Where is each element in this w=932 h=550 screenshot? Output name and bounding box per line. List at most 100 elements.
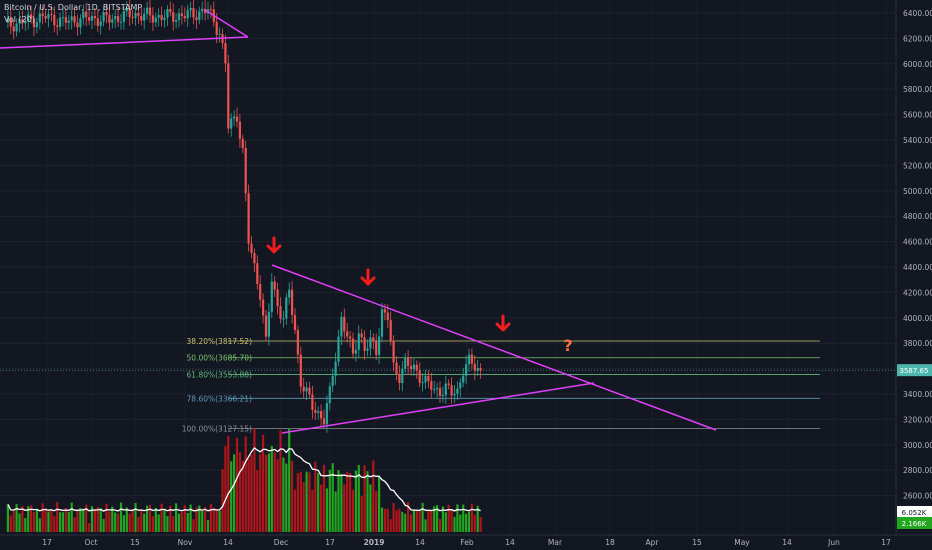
candle-body [50,13,53,15]
x-tick-label: May [734,538,750,547]
candle-body [233,116,236,119]
candle-body [12,26,15,32]
y-tick-label: 6200.00 [903,34,932,43]
volume-bar [131,508,134,532]
volume-bar [177,513,181,532]
volume-bar [343,484,346,532]
candle-body [270,281,273,312]
candle-body [441,395,444,397]
volume-bar [357,465,360,532]
volume-bar [241,460,244,532]
candle-body [386,312,389,321]
candle-body [450,385,453,396]
x-tick-label: 2019 [364,538,385,547]
candle-body [328,386,331,404]
ascending-trendline [281,382,595,434]
candle-body [61,17,65,19]
candle-body [470,354,473,364]
candle-body [337,336,340,362]
candle-body [146,7,149,14]
volume-bar [337,470,340,532]
volume-bar [299,471,302,532]
x-tick-label: 14 [782,538,792,547]
candle-body [27,14,30,22]
volume-bar [262,434,265,532]
y-tick-label: 3200.00 [903,415,932,424]
candle-body [67,20,70,23]
volume-bar [114,512,117,532]
candle-body [256,263,259,285]
volume-bar [125,507,128,532]
volume-bar [61,512,65,532]
volume-bar [56,502,59,532]
volume-bar [282,457,285,532]
candle-body [418,370,421,383]
volume-label: Vol (20) [4,15,35,24]
volume-bar [456,504,459,532]
volume-bar [44,508,47,532]
volume-bar [322,464,326,532]
candle-body [285,297,288,319]
candle-body [224,43,227,64]
volume-bar [340,473,343,532]
x-tick-label: 15 [692,538,702,547]
volume-bar [221,469,224,532]
volume-bar [198,505,201,532]
x-tick-label: Mar [548,538,563,547]
candle-body [15,23,18,32]
candle-body [346,331,349,337]
x-tick-label: Oct [85,538,98,547]
volume-bar [227,436,230,532]
volume-bar [90,506,94,532]
volume-bar [9,515,12,532]
candle-body [259,284,262,300]
volume-bar [108,511,111,532]
grid [0,12,895,497]
candle-body [357,333,360,350]
volume-bar [264,454,268,532]
symbol-label: Bitcoin / U.S. Dollar, 1D, BITSTAMP [4,3,143,12]
candle-body [369,337,372,349]
volume-bar [24,518,27,532]
volume-bar [47,511,50,532]
candle-body [288,289,291,298]
volume-bar [244,436,247,532]
volume-bar [273,452,276,532]
candle-body [409,365,413,370]
candle-body [351,338,355,354]
y-tick-label: 4400.00 [903,263,932,272]
candle-body [302,386,305,392]
candle-body [128,8,131,17]
volume-bar [128,513,131,532]
volume-bar [143,513,146,532]
candle-body [378,336,381,355]
volume-bar [346,471,349,532]
candle-body [433,389,436,391]
volume-bar [79,508,82,532]
volume-bars [6,428,482,532]
volume-bar [204,507,207,532]
x-tick-label: Apr [646,538,660,547]
volume-bar [366,471,369,532]
volume-bar [270,445,273,532]
y-tick-label: 5600.00 [903,111,932,120]
volume-bar [447,504,450,532]
volume-bar [473,514,476,532]
candle-body [195,17,198,21]
candle-body [334,361,337,376]
volume-bar [96,507,99,532]
candle-body [59,17,62,27]
volume-bar [331,463,334,532]
volume-bar [259,454,262,532]
volume-bar [180,512,183,532]
volume-bar [134,503,137,532]
candle-body [47,13,50,19]
candle-body [215,21,218,35]
candle-body [96,18,99,26]
volume-bar [314,461,317,532]
volume-bar [137,516,140,532]
volume-bar [166,516,169,532]
fib-label: 50.00%(3685.70) [187,354,253,363]
candle-body [125,8,128,12]
candle-body [273,281,276,290]
